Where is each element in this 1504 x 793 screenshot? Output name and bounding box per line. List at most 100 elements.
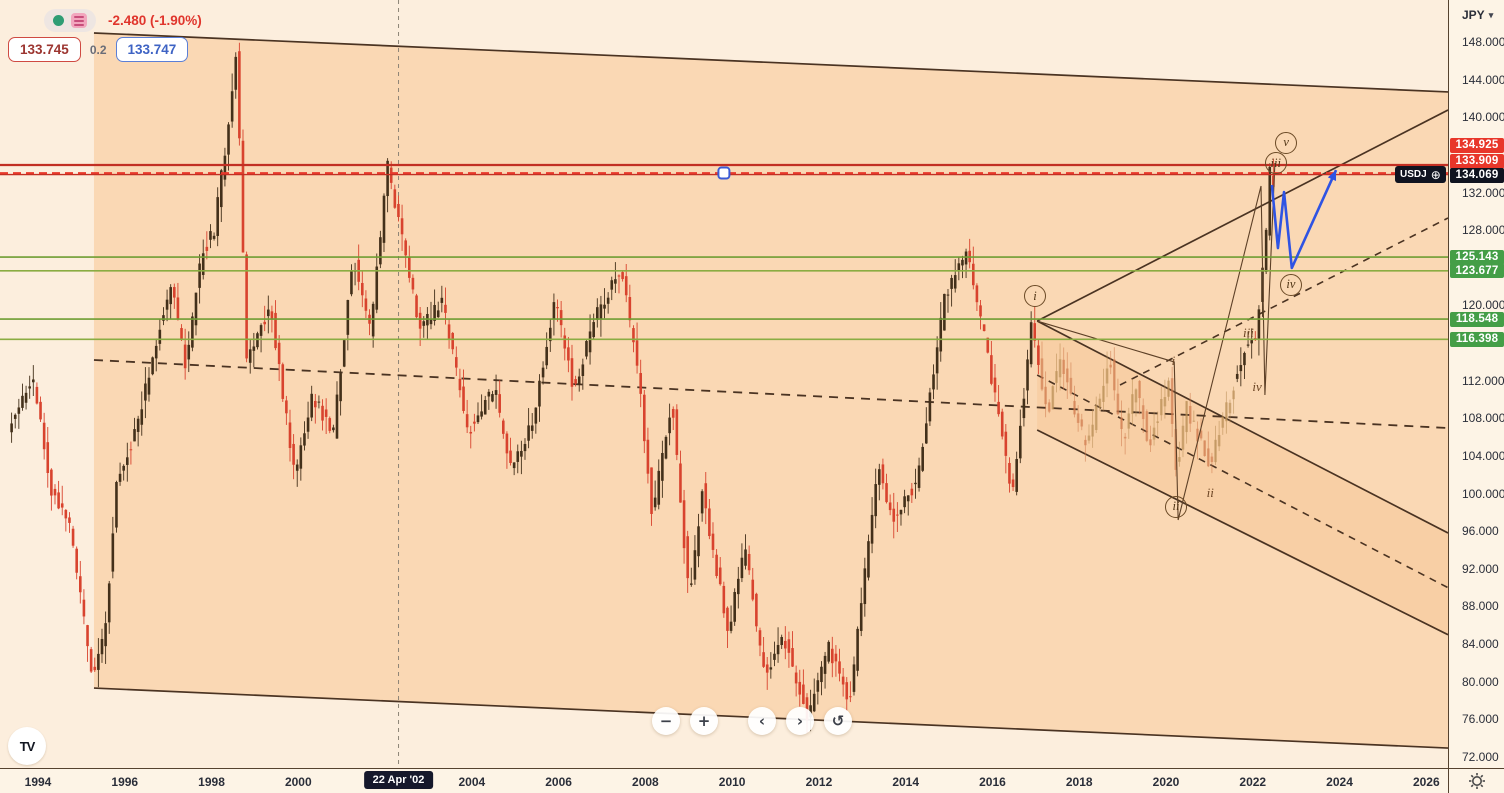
candle-body xyxy=(78,576,82,593)
symbol-price-tag[interactable]: USDJ ⊕ xyxy=(1395,166,1446,183)
candle-body xyxy=(473,421,476,424)
chart-nav-toolbar: − + ‹ › ↺ xyxy=(652,707,862,735)
candle-body xyxy=(1109,364,1112,368)
candle-body xyxy=(350,270,353,295)
candle-body xyxy=(13,414,17,419)
candle-body xyxy=(118,473,122,482)
candle-body xyxy=(570,358,574,387)
candle-body xyxy=(979,305,982,317)
candle-body xyxy=(183,344,187,369)
candle-body xyxy=(964,251,968,265)
candle-body xyxy=(436,310,440,318)
candle-body xyxy=(1239,365,1243,372)
candle-body xyxy=(223,155,227,180)
candle-body xyxy=(1141,405,1145,420)
zoom-out-button[interactable]: − xyxy=(652,707,680,735)
wave-label-circled-i[interactable]: i xyxy=(1023,285,1046,307)
candle-body xyxy=(454,357,458,368)
wave-label-circled-iv[interactable]: iv xyxy=(1279,273,1302,296)
wave-label-minor-i[interactable]: i xyxy=(1171,352,1176,368)
candle-body xyxy=(219,170,223,208)
candle-body xyxy=(1044,386,1047,405)
candle-body xyxy=(158,329,162,344)
channel-top-line[interactable] xyxy=(93,32,1448,93)
candle-body xyxy=(624,276,628,296)
candle-body xyxy=(310,393,313,418)
wave-label-minor-iii[interactable]: iii xyxy=(1243,324,1254,340)
price-tick-100: 100.000 xyxy=(1462,486,1504,501)
candle-body xyxy=(863,568,867,605)
wave-label-circled-ii[interactable]: ii xyxy=(1164,495,1187,518)
candle-body xyxy=(715,554,718,577)
candle-body xyxy=(129,449,133,451)
candle-body xyxy=(491,394,494,402)
source-toggle[interactable] xyxy=(44,9,96,32)
candle-body xyxy=(581,364,585,376)
candle-body xyxy=(42,422,46,450)
wave-label-circled-iii[interactable]: iii xyxy=(1264,152,1287,175)
scroll-left-button[interactable]: ‹ xyxy=(748,707,776,735)
drawing-anchor-handle[interactable] xyxy=(717,166,731,180)
candle-body xyxy=(198,263,201,288)
scroll-right-button[interactable]: › xyxy=(786,707,814,735)
candle-body xyxy=(592,322,595,338)
candle-body xyxy=(798,681,802,695)
candle-body xyxy=(527,425,530,441)
candle-body xyxy=(1163,397,1167,407)
candle-body xyxy=(93,666,97,671)
gear-icon[interactable] xyxy=(1468,772,1486,790)
candle-body xyxy=(791,648,794,667)
candle-body xyxy=(1011,479,1015,488)
candle-body xyxy=(256,333,259,348)
price-change: -2.480 (-1.90%) xyxy=(108,13,202,28)
candle-body xyxy=(1084,439,1087,446)
candle-body xyxy=(71,528,75,546)
zoom-in-button[interactable]: + xyxy=(690,707,718,735)
corrective-upper-line[interactable] xyxy=(1036,320,1448,534)
wave-label-circled-v[interactable]: v xyxy=(1275,131,1298,154)
candle-body xyxy=(1214,439,1217,463)
price-tick-92: 92.000 xyxy=(1462,561,1499,576)
reset-chart-button[interactable]: ↺ xyxy=(824,707,852,735)
wave-label-minor-iv[interactable]: iv xyxy=(1252,379,1262,395)
candle-body xyxy=(180,328,183,339)
price-chart-canvas[interactable] xyxy=(0,0,1448,768)
axis-settings-corner xyxy=(1448,768,1504,793)
corrective-lower-line[interactable] xyxy=(1036,429,1448,636)
candle-body xyxy=(870,514,874,544)
candle-body xyxy=(1105,368,1109,384)
candle-body xyxy=(975,285,979,303)
currency-selector[interactable]: JPY ▾ xyxy=(1462,8,1493,22)
candle-body xyxy=(585,340,588,357)
currency-label: JPY xyxy=(1462,8,1485,22)
candle-body xyxy=(610,280,614,290)
candle-body xyxy=(277,342,281,365)
buy-button[interactable]: 133.747 xyxy=(115,37,189,62)
candle-body xyxy=(852,664,856,692)
candle-body xyxy=(212,235,216,239)
candle-body xyxy=(1250,340,1253,344)
add-alert-plus-icon[interactable]: ⊕ xyxy=(1430,167,1441,182)
tradingview-logo[interactable]: TV xyxy=(8,727,46,765)
candle-body xyxy=(321,405,324,421)
candle-body xyxy=(465,414,469,428)
impulse-dashed-line[interactable] xyxy=(1119,217,1448,386)
candle-body xyxy=(874,484,877,517)
time-axis[interactable]: 1994 1996 1998 2000 2004 2006 2008 2010 2012 2014… xyxy=(0,768,1448,793)
candle-body xyxy=(906,495,910,502)
sell-button[interactable]: 133.745 xyxy=(8,37,81,62)
candle-body xyxy=(75,548,78,573)
wave-label-minor-ii[interactable]: ii xyxy=(1206,484,1214,500)
candle-body xyxy=(266,309,270,317)
candle-body xyxy=(950,277,953,289)
candle-body xyxy=(1029,322,1033,365)
candle-body xyxy=(451,332,454,350)
candle-body xyxy=(100,638,104,655)
price-tick-148: 148.000 xyxy=(1462,35,1504,49)
channel-median-line[interactable] xyxy=(93,359,1448,429)
impulse-trendline-line[interactable] xyxy=(1036,109,1448,322)
price-axis[interactable]: JPY ▾ 148.000 144.000 140.000 132.000 128.00… xyxy=(1448,0,1504,768)
candle-body xyxy=(187,344,191,360)
candle-body xyxy=(711,533,715,550)
